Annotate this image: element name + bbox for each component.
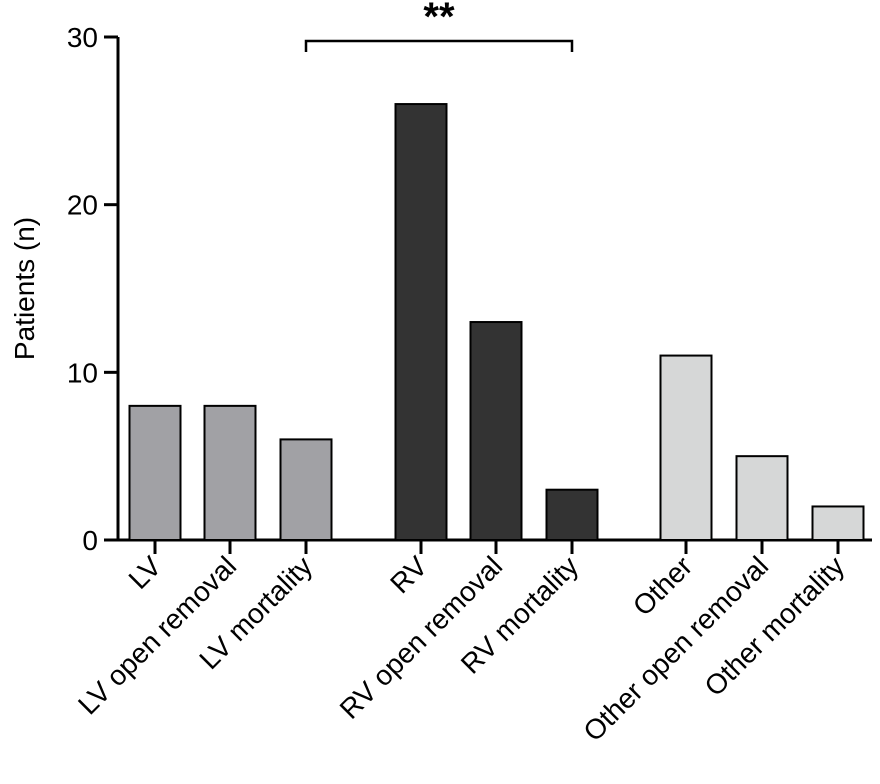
bar-other — [659, 354, 713, 542]
bar-other-mortality — [811, 505, 865, 542]
bar-lv-mortality — [279, 438, 333, 541]
y-tick-label-10: 10 — [67, 357, 98, 388]
annotations: ** — [304, 0, 574, 52]
bar-rv-open-removal — [469, 321, 523, 541]
bar-rv — [394, 103, 448, 541]
x-tick-label-lv: LV — [123, 550, 168, 595]
y-tick-label-30: 30 — [67, 22, 98, 53]
x-tick-label-rv: RV — [384, 550, 433, 599]
y-tick-label-0: 0 — [82, 525, 98, 556]
significance-label: ** — [423, 0, 455, 39]
bar-rv-mortality — [545, 488, 599, 542]
y-tick-label-20: 20 — [67, 190, 98, 221]
y-axis-title: Patients (n) — [9, 217, 40, 360]
bar-other-open-removal — [735, 455, 789, 541]
bar-lv — [128, 404, 182, 541]
x-tick-label-other: Other — [627, 550, 698, 621]
bar-lv-open-removal — [203, 404, 257, 541]
bars — [128, 103, 865, 542]
x-tick-label-other-mortality: Other mortality — [698, 550, 850, 702]
significance-bracket — [304, 39, 574, 52]
